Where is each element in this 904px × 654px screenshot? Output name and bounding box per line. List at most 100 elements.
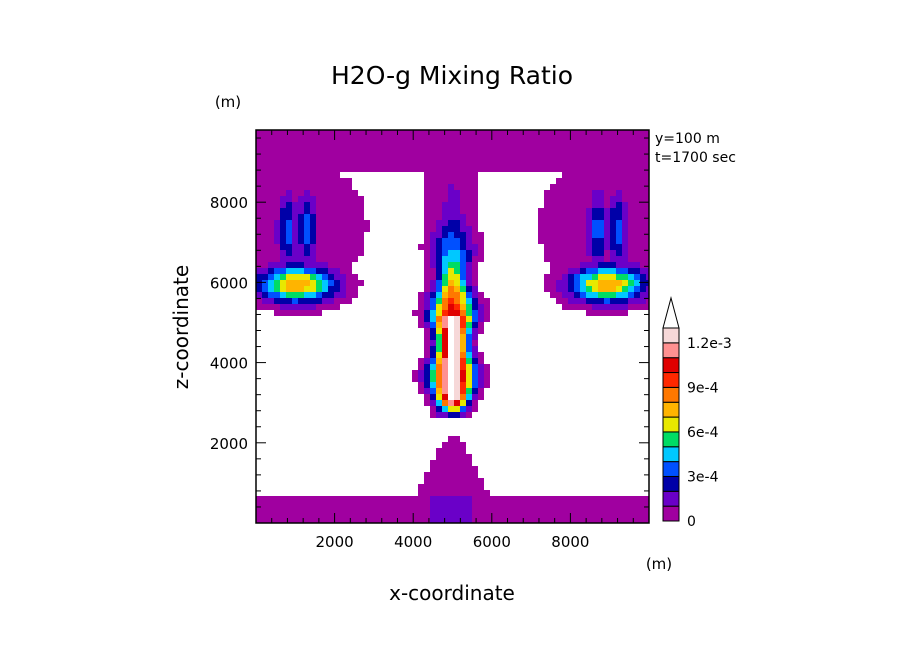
contour-cell bbox=[442, 352, 448, 358]
contour-cell bbox=[448, 340, 454, 346]
contour-cell bbox=[322, 178, 328, 184]
contour-cell bbox=[454, 250, 460, 256]
contour-cell bbox=[460, 220, 466, 226]
contour-cell bbox=[466, 268, 472, 274]
contour-cell bbox=[316, 274, 322, 280]
contour-cell bbox=[448, 454, 454, 460]
contour-cell bbox=[328, 262, 334, 268]
contour-cell bbox=[334, 304, 340, 310]
contour-cell bbox=[616, 514, 622, 520]
contour-cell bbox=[466, 370, 472, 376]
contour-cell bbox=[472, 142, 478, 148]
contour-cell bbox=[586, 190, 592, 196]
contour-cell bbox=[418, 154, 424, 160]
contour-cell bbox=[610, 190, 616, 196]
contour-cell bbox=[580, 202, 586, 208]
contour-cell bbox=[448, 484, 454, 490]
contour-cell bbox=[274, 268, 280, 274]
contour-cell bbox=[586, 214, 592, 220]
contour-cell bbox=[430, 244, 436, 250]
contour-cell bbox=[328, 142, 334, 148]
contour-cell bbox=[340, 514, 346, 520]
contour-cell bbox=[436, 238, 442, 244]
contour-cell bbox=[430, 262, 436, 268]
contour-cell bbox=[406, 142, 412, 148]
contour-cell bbox=[340, 268, 346, 274]
contour-cell bbox=[646, 292, 649, 298]
contour-cell bbox=[370, 502, 376, 508]
contour-cell bbox=[544, 154, 550, 160]
contour-cell bbox=[562, 184, 568, 190]
contour-cell bbox=[508, 496, 514, 502]
contour-cell bbox=[442, 340, 448, 346]
contour-cell bbox=[340, 508, 346, 514]
contour-cell bbox=[466, 292, 472, 298]
contour-cell bbox=[550, 166, 556, 172]
contour-cell bbox=[322, 136, 328, 142]
contour-cell bbox=[382, 142, 388, 148]
contour-cell bbox=[430, 460, 436, 466]
contour-cell bbox=[538, 226, 544, 232]
contour-cell bbox=[310, 202, 316, 208]
contour-cell bbox=[424, 196, 430, 202]
contour-cell bbox=[472, 406, 478, 412]
contour-cell bbox=[634, 496, 640, 502]
contour-cell bbox=[424, 142, 430, 148]
contour-cell bbox=[436, 154, 442, 160]
contour-cell bbox=[472, 304, 478, 310]
contour-cell bbox=[448, 286, 454, 292]
contour-cell bbox=[340, 280, 346, 286]
contour-cell bbox=[460, 196, 466, 202]
contour-cell bbox=[556, 190, 562, 196]
contour-cell bbox=[442, 316, 448, 322]
contour-cell bbox=[508, 166, 514, 172]
contour-cell bbox=[442, 280, 448, 286]
contour-cell bbox=[274, 178, 280, 184]
contour-cell bbox=[472, 340, 478, 346]
contour-cell bbox=[622, 232, 628, 238]
contour-cell bbox=[430, 292, 436, 298]
contour-cell bbox=[586, 142, 592, 148]
contour-cell bbox=[454, 400, 460, 406]
contour-cell bbox=[484, 376, 490, 382]
contour-cell bbox=[316, 208, 322, 214]
contour-cell bbox=[568, 274, 574, 280]
contour-cell bbox=[592, 172, 598, 178]
contour-cell bbox=[268, 166, 274, 172]
colorbar: 03e-46e-49e-41.2e-3 bbox=[662, 296, 732, 530]
colorbar-tick-label: 6e-4 bbox=[687, 425, 719, 441]
contour-cell bbox=[358, 226, 364, 232]
contour-cell bbox=[328, 292, 334, 298]
contour-cell bbox=[568, 298, 574, 304]
contour-cell bbox=[460, 178, 466, 184]
contour-cell bbox=[298, 244, 304, 250]
contour-cell bbox=[622, 148, 628, 154]
contour-cell bbox=[376, 154, 382, 160]
contour-cell bbox=[400, 154, 406, 160]
contour-cell bbox=[544, 196, 550, 202]
contour-cell bbox=[346, 196, 352, 202]
contour-cell bbox=[556, 292, 562, 298]
contour-cell bbox=[454, 196, 460, 202]
contour-cell bbox=[544, 190, 550, 196]
contour-cell bbox=[466, 340, 472, 346]
contour-cell bbox=[454, 448, 460, 454]
contour-cell bbox=[466, 256, 472, 262]
contour-cell bbox=[478, 508, 484, 514]
contour-cell bbox=[358, 130, 364, 136]
contour-cell bbox=[298, 232, 304, 238]
contour-cell bbox=[460, 268, 466, 274]
contour-cell bbox=[322, 250, 328, 256]
contour-cell bbox=[382, 496, 388, 502]
contour-cell bbox=[616, 280, 622, 286]
contour-cell bbox=[316, 262, 322, 268]
contour-cell bbox=[592, 238, 598, 244]
contour-cell bbox=[478, 148, 484, 154]
contour-cell bbox=[550, 238, 556, 244]
contour-cell bbox=[286, 496, 292, 502]
contour-cell bbox=[322, 148, 328, 154]
contour-cell bbox=[424, 514, 430, 520]
contour-cell bbox=[436, 502, 442, 508]
contour-cell bbox=[316, 160, 322, 166]
contour-cell bbox=[412, 166, 418, 172]
